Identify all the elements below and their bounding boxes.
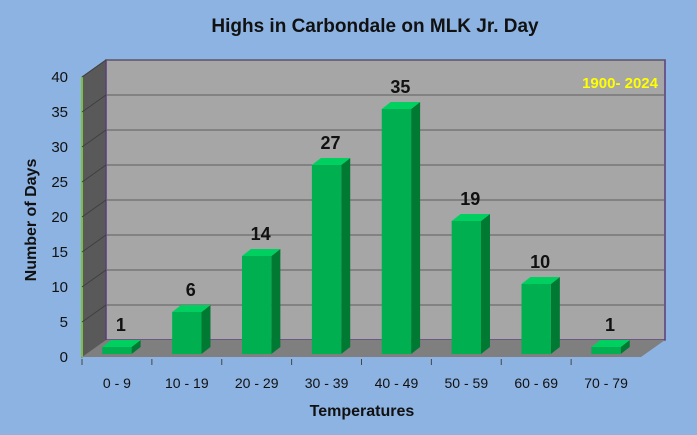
gridline-side [81,199,107,218]
bar-top [172,305,211,312]
bar-front [102,347,132,354]
x-tick-label: 20 - 29 [235,375,279,391]
y-tick-label: 15 [51,244,68,261]
floor [82,340,665,357]
bar-top [311,158,351,165]
y-tick-label: 30 [51,139,68,156]
bar-front [311,165,342,354]
bar-top [102,340,141,347]
bar-top [242,249,281,256]
gridline-side [81,269,107,288]
y-axis-title: Number of Days [23,159,40,282]
bar-top [521,277,560,284]
bar-front [242,256,272,354]
x-tick-label: 70 - 79 [584,375,628,391]
bar-side [271,249,281,354]
plot-walls [81,59,666,358]
bar-side [341,158,351,354]
y-axis-ticks: 0 5 10 15 20 25 30 35 40 [51,69,68,366]
data-label: 1 [116,315,126,335]
bar-side [411,102,421,354]
y-tick-label: 35 [51,104,68,121]
bar-top [591,340,630,347]
bar [311,158,351,354]
gridline-side [81,164,107,183]
data-label: 19 [460,189,480,209]
data-label: 6 [186,280,196,300]
x-tick-label: 50 - 59 [445,375,489,391]
gridline-side [81,234,107,253]
gridline-side [81,59,107,78]
bar [242,249,281,354]
bar-front [451,221,481,354]
bar [102,340,141,354]
data-label: 14 [251,224,271,244]
data-labels: 1 6 14 27 35 19 10 1 [116,77,615,335]
bar [172,305,211,354]
chart-annotation: 1900- 2024 [582,75,659,92]
bar-front [591,347,621,354]
data-label: 1 [605,315,615,335]
bar-front [381,109,412,354]
bar [381,102,421,354]
y-tick-label: 40 [51,69,68,86]
bar [591,340,630,354]
gridline-side [81,304,107,323]
gridline-side [81,94,107,113]
x-tick-label: 0 - 9 [103,375,131,391]
y-tick-label: 25 [51,174,68,191]
y-tick-label: 20 [51,209,68,226]
gridline-side [81,129,107,148]
bar-side [480,214,490,354]
x-tick-label: 40 - 49 [375,375,419,391]
bar-top [381,102,421,109]
y-tick-label: 10 [51,279,68,296]
data-label: 27 [321,133,341,153]
bars [102,102,630,354]
data-label: 10 [530,252,550,272]
x-axis-title: Temperatures [310,403,415,420]
bar-side [131,340,141,354]
y-tick-label: 5 [60,314,68,331]
bar-side [620,340,630,354]
bar-front [172,312,202,354]
bar-front [521,284,551,354]
bar [521,277,560,354]
bar-top [451,214,490,221]
data-label: 35 [390,77,410,97]
bar [451,214,490,354]
x-tick-label: 60 - 69 [514,375,558,391]
x-tick-label: 30 - 39 [305,375,349,391]
x-tick-label: 10 - 19 [165,375,209,391]
y-tick-label: 0 [60,349,68,366]
x-axis-ticks: 0 - 9 10 - 19 20 - 29 30 - 39 40 - 49 50 - 59… [81,359,628,391]
chart-title: Highs in Carbondale on MLK Jr. Day [211,16,539,37]
bar-side [201,305,211,354]
bar-side [550,277,560,354]
